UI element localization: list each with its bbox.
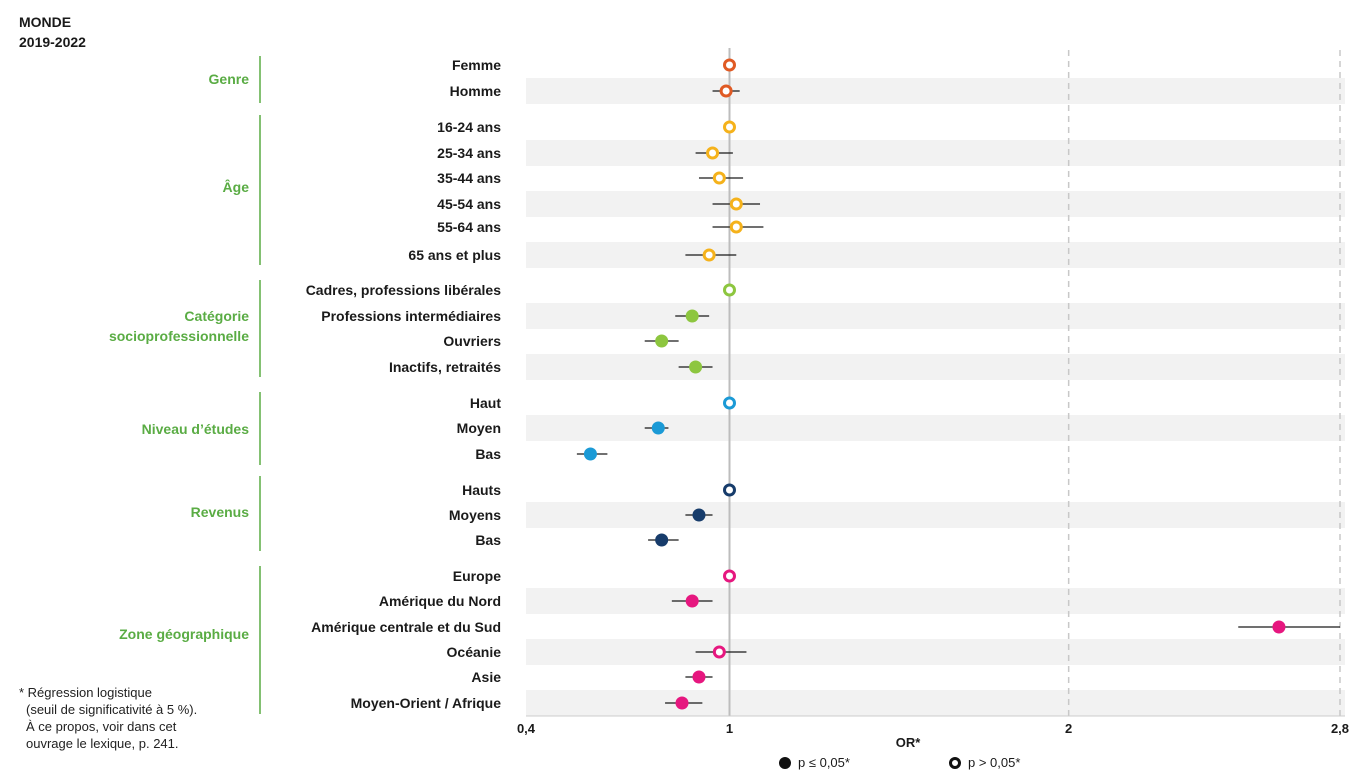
group-label: Niveau d’études [142, 421, 250, 437]
group-label: Revenus [191, 504, 250, 520]
row-label: Femme [452, 57, 501, 73]
x-axis-label: OR* [896, 735, 922, 750]
row-label: Haut [470, 395, 501, 411]
x-tick-label: 0,4 [517, 721, 536, 736]
estimate-point-significant [685, 594, 699, 608]
row-label: 55-64 ans [437, 219, 501, 235]
row-band [526, 191, 1345, 217]
footnote-line: * Régression logistique [19, 685, 152, 700]
row-label: Amérique du Nord [379, 593, 501, 609]
x-tick-label: 2,8 [1331, 721, 1349, 736]
estimate-point-significant [655, 334, 669, 348]
estimate-point-significant [689, 360, 703, 374]
row-label: 45-54 ans [437, 196, 501, 212]
estimate-point-not-significant [723, 483, 736, 497]
row-label: Cadres, professions libérales [306, 282, 502, 298]
estimate-point-not-significant [723, 396, 736, 410]
chart-period: 2019-2022 [19, 34, 86, 50]
row-label: Inactifs, retraités [389, 359, 501, 375]
estimate-point-not-significant [706, 146, 720, 160]
row-label: Bas [475, 446, 501, 462]
estimate-point-significant [651, 421, 665, 435]
group-label: Catégorie [184, 308, 249, 324]
estimate-point-not-significant [723, 58, 736, 72]
estimate-point-significant [685, 309, 699, 323]
row-label: Moyen-Orient / Afrique [351, 695, 502, 711]
row-label: Professions intermédiaires [321, 308, 501, 324]
estimate-point-not-significant [729, 197, 743, 211]
row-label: Moyen [457, 420, 501, 436]
group-label: socioprofessionnelle [109, 328, 249, 344]
legend-not-significant-label: p > 0,05* [968, 755, 1021, 770]
estimate-point-significant [692, 508, 706, 522]
row-band [526, 502, 1345, 528]
group-label: Âge [223, 178, 250, 195]
estimate-point-not-significant [723, 569, 736, 583]
estimate-point-not-significant [723, 283, 736, 297]
x-tick-label: 1 [726, 721, 733, 736]
row-label: 65 ans et plus [408, 247, 501, 263]
row-label: Asie [471, 669, 501, 685]
row-label: 35-44 ans [437, 170, 501, 186]
estimate-point-significant [692, 670, 706, 684]
row-band [526, 354, 1345, 380]
group-label: Genre [209, 71, 250, 87]
footnote-line: (seuil de significativité à 5 %). [26, 702, 198, 717]
row-label: Bas [475, 532, 501, 548]
legend-not-significant: p > 0,05* [949, 755, 1020, 770]
row-label: Europe [453, 568, 501, 584]
row-label: Océanie [447, 644, 502, 660]
group-label: Zone géographique [119, 626, 249, 642]
footnote-line: À ce propos, voir dans cet [26, 719, 177, 734]
estimate-point-not-significant [712, 171, 726, 185]
row-label: Ouvriers [443, 333, 501, 349]
open-circle-icon [949, 756, 961, 769]
estimate-point-significant [675, 696, 689, 710]
row-band [526, 690, 1345, 716]
footnote: * Régression logistique (seuil de signif… [19, 684, 197, 752]
row-band [526, 303, 1345, 329]
row-label: 16-24 ans [437, 119, 501, 135]
row-band [526, 140, 1345, 166]
row-label: Moyens [449, 507, 501, 523]
chart-region: MONDE [19, 14, 72, 30]
estimate-point-significant [1272, 620, 1286, 634]
estimate-point-significant [655, 533, 669, 547]
estimate-point-not-significant [723, 120, 736, 134]
estimate-point-not-significant [702, 248, 716, 262]
row-label: Hauts [462, 482, 501, 498]
estimate-point-not-significant [729, 220, 743, 234]
row-label: Homme [450, 83, 502, 99]
footnote-line: ouvrage le lexique, p. 241. [26, 736, 179, 751]
row-band [526, 242, 1345, 268]
legend-significant: p ≤ 0,05* [779, 755, 850, 770]
filled-circle-icon [779, 756, 791, 769]
estimate-point-significant [583, 447, 597, 461]
legend-significant-label: p ≤ 0,05* [798, 755, 850, 770]
row-band [526, 588, 1345, 614]
row-band [526, 78, 1345, 104]
x-tick-label: 2 [1065, 721, 1072, 736]
row-band [526, 639, 1345, 665]
estimate-point-not-significant [712, 645, 726, 659]
estimate-point-not-significant [719, 84, 733, 98]
row-label: Amérique centrale et du Sud [311, 619, 501, 635]
row-label: 25-34 ans [437, 145, 501, 161]
